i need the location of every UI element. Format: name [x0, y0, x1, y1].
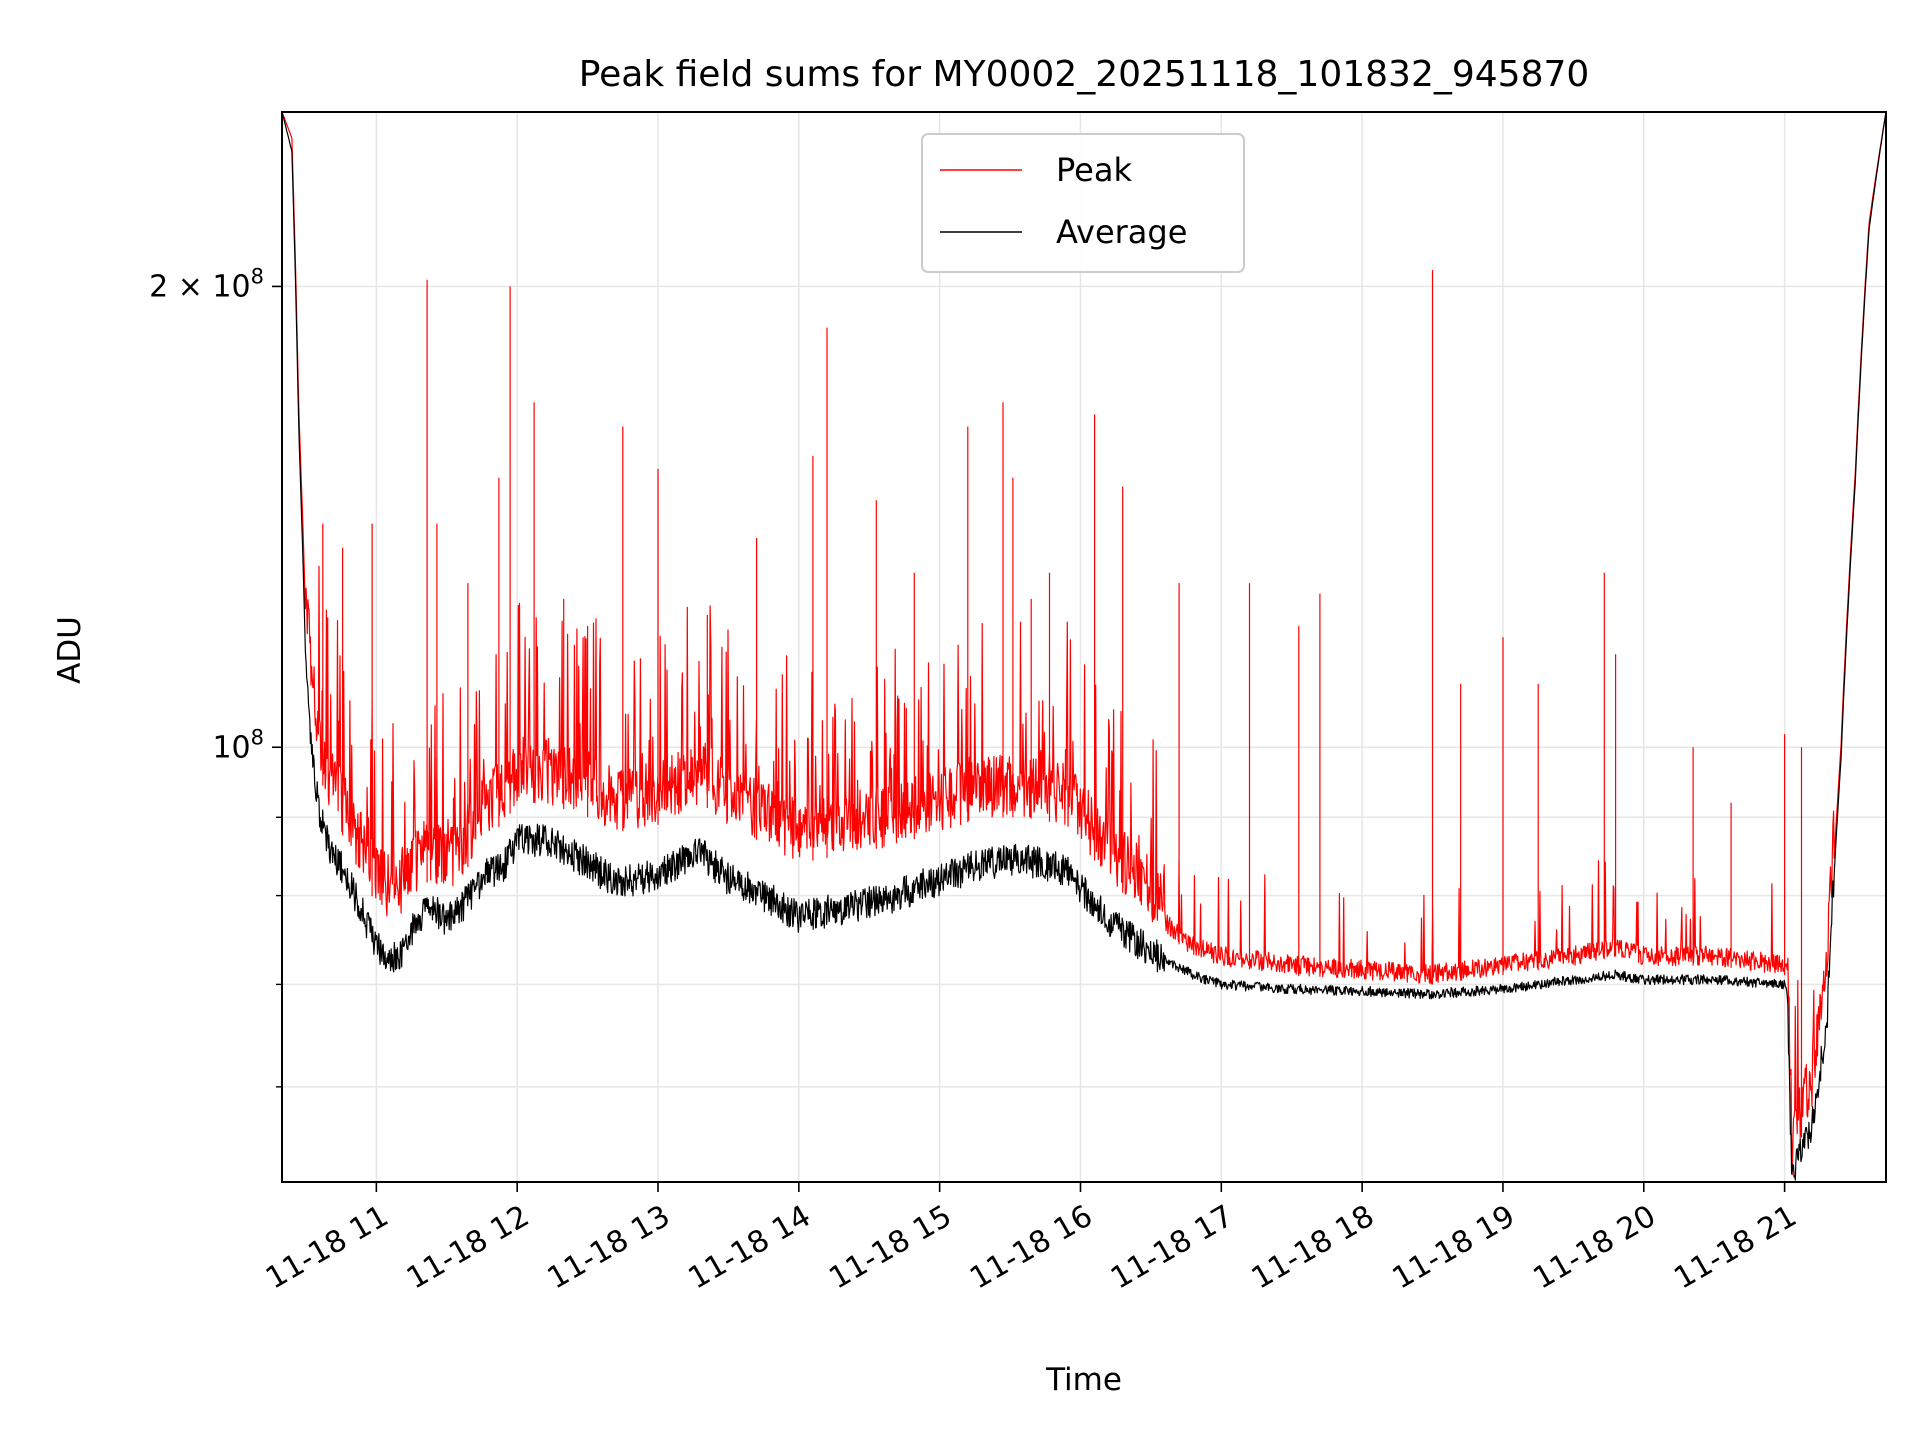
- y-axis-label: ADU: [52, 616, 88, 684]
- chart-title: Peak field sums for MY0002_20251118_1018…: [579, 54, 1590, 95]
- legend-box: [921, 133, 1245, 273]
- average-series-line: [282, 112, 1886, 1181]
- plot-frame: [281, 111, 1887, 1183]
- peak-series-line: [282, 112, 1886, 1176]
- y-tick-label-base: 10: [212, 730, 250, 765]
- legend-label-average: Average: [1056, 213, 1187, 251]
- plot-data: [282, 112, 1886, 1181]
- y-tick-label-exponent: 8: [251, 264, 264, 288]
- legend-label-peak: Peak: [1056, 151, 1132, 189]
- y-tick-label: 2 × 108: [149, 264, 264, 304]
- y-tick-label-base: 2 × 10: [149, 269, 250, 304]
- y-tick-label: 108: [212, 725, 264, 765]
- x-axis-label: Time: [1045, 1362, 1122, 1398]
- y-tick-label-exponent: 8: [251, 725, 264, 749]
- legend: Peak Average: [921, 133, 1245, 273]
